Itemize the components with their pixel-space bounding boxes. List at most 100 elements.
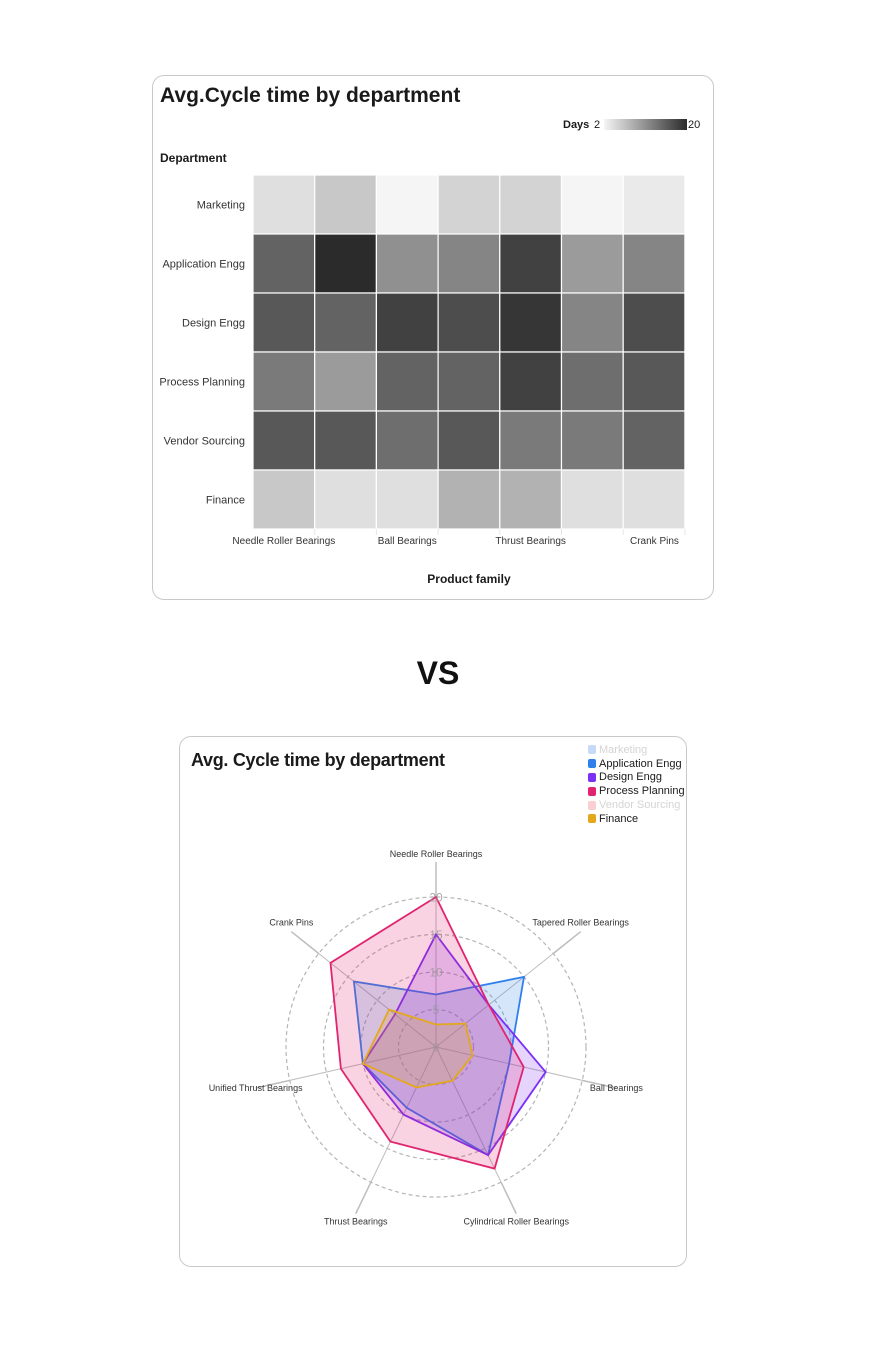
heatmap-cell: [437, 292, 501, 353]
heatmap-cell: [560, 292, 624, 353]
radar-tick-label: 15: [429, 928, 443, 942]
heatmap-row-label: Application Engg: [162, 259, 245, 271]
legend-item[interactable]: Application Engg: [588, 757, 685, 771]
heatmap-cell: [375, 410, 439, 471]
heatmap-cell: [499, 410, 563, 471]
heatmap-cell: [560, 233, 624, 294]
radar-axis-extension: [582, 1079, 617, 1089]
radar-series-area: [361, 932, 547, 1157]
radar-grid-ring: [322, 933, 550, 1161]
legend-swatch: [588, 759, 596, 769]
radar-axis-label: Tapered Roller Bearings: [532, 918, 629, 928]
heatmap-row-label: Process Planning: [159, 377, 245, 389]
legend-item[interactable]: Process Planning: [588, 784, 685, 798]
radar-tick-label: 0: [433, 1041, 440, 1055]
color-legend-title: Days: [563, 119, 589, 131]
heatmap-cell: [499, 292, 563, 353]
radar-series-area: [352, 975, 526, 1157]
radar-axis-extension: [255, 1079, 290, 1089]
heatmap-cell: [314, 292, 377, 353]
radar-series-area: [361, 1008, 474, 1089]
heatmap-row-label: Finance: [206, 495, 245, 507]
heatmap-title: Avg.Cycle time by department: [160, 84, 461, 107]
legend-label: Vendor Sourcing: [599, 799, 681, 812]
radar-axis-label: Needle Roller Bearings: [390, 849, 483, 859]
heatmap-cell: [499, 174, 563, 235]
color-legend-max: 20: [688, 119, 700, 131]
legend-item[interactable]: Vendor Sourcing: [588, 798, 685, 812]
radar-axis-label: Unified Thrust Bearings: [209, 1083, 303, 1093]
radar-tick-label: 5: [433, 1003, 440, 1017]
legend-label: Finance: [599, 812, 639, 825]
heatmap-cell: [252, 233, 316, 294]
heatmap-column-label: Ball Bearings: [378, 536, 437, 547]
heatmap-cell: [499, 351, 563, 412]
heatmap-row-label: Design Engg: [182, 318, 245, 330]
heatmap-row-label: Marketing: [197, 200, 245, 212]
heatmap-cell: [437, 351, 501, 412]
heatmap-cell: [252, 292, 316, 353]
radar-axis-line: [435, 1046, 502, 1183]
legend-swatch: [588, 814, 596, 824]
legend-item[interactable]: Finance: [588, 812, 685, 826]
heatmap-cell: [437, 469, 501, 530]
heatmap-cell: [375, 351, 439, 412]
radar-tick-label: 10: [429, 966, 443, 980]
heatmap-cell: [437, 410, 501, 471]
radar-axis-label: Crank Pins: [269, 918, 314, 928]
heatmap-cell: [437, 174, 501, 235]
radar-series-area: [329, 895, 525, 1170]
heatmap-cell: [252, 174, 316, 235]
color-legend-bar: [604, 119, 687, 130]
radar-grid-ring: [285, 896, 587, 1198]
radar-axis-extension: [355, 1181, 372, 1215]
heatmap-chart: Department Marketing Application Engg Desig…: [159, 119, 700, 586]
heatmap-cell: [622, 469, 686, 530]
color-legend-min: 2: [594, 119, 600, 131]
heatmap-cell: [375, 174, 439, 235]
heatmap-cell: [622, 410, 686, 471]
legend-swatch: [588, 786, 596, 796]
radar-axis-label: Thrust Bearings: [324, 1217, 388, 1227]
radar-axis-extension: [290, 931, 320, 955]
radar-axis-label: Cylindrical Roller Bearings: [463, 1217, 569, 1227]
radar-axis-extension: [552, 931, 582, 955]
legend-label: Marketing: [599, 743, 648, 756]
radar-axis-line: [435, 953, 554, 1048]
heatmap-cell: [560, 410, 624, 471]
radar-tick-label: 20: [429, 891, 443, 905]
heatmap-cell: [499, 469, 563, 530]
legend-label: Process Planning: [599, 785, 685, 798]
radar-axis-line: [318, 953, 437, 1048]
legend-swatch: [588, 800, 596, 810]
heatmap-cell: [622, 233, 686, 294]
heatmap-cell: [622, 174, 686, 235]
legend-label: Application Engg: [599, 757, 682, 770]
heatmap-cell: [560, 469, 624, 530]
heatmap-cell: [560, 351, 624, 412]
radar-axis-extension: [500, 1181, 517, 1215]
heatmap-cell: [252, 410, 316, 471]
heatmap-card: Avg.Cycle time by department Department M…: [152, 75, 714, 600]
legend-item[interactable]: Marketing: [588, 743, 685, 757]
heatmap-cell: [314, 351, 377, 412]
heatmap-y-axis-title: Department: [160, 151, 227, 165]
legend-label: Design Engg: [599, 771, 662, 784]
heatmap-cell: [499, 233, 563, 294]
heatmap-cell: [375, 233, 439, 294]
radar-axis-label: Ball Bearings: [590, 1083, 644, 1093]
legend-swatch: [588, 772, 596, 782]
legend-item[interactable]: Design Engg: [588, 771, 685, 785]
vs-label: VS: [416, 655, 460, 691]
heatmap-cell: [314, 469, 377, 530]
heatmap-row-label: Vendor Sourcing: [164, 436, 245, 448]
heatmap-column-label: Thrust Bearings: [495, 536, 566, 547]
heatmap-cell: [314, 233, 377, 294]
heatmap-column-label: Crank Pins: [630, 536, 679, 547]
heatmap-cell: [375, 469, 439, 530]
radar-chart: 0 5 10 15 20 Needle Roller Bearings Tapered Ro…: [209, 849, 644, 1227]
heatmap-cell: [622, 351, 686, 412]
heatmap-cell: [252, 351, 316, 412]
heatmap-cell: [252, 469, 316, 530]
radar-legend: Marketing Application Engg Design Engg Proc…: [588, 743, 685, 826]
